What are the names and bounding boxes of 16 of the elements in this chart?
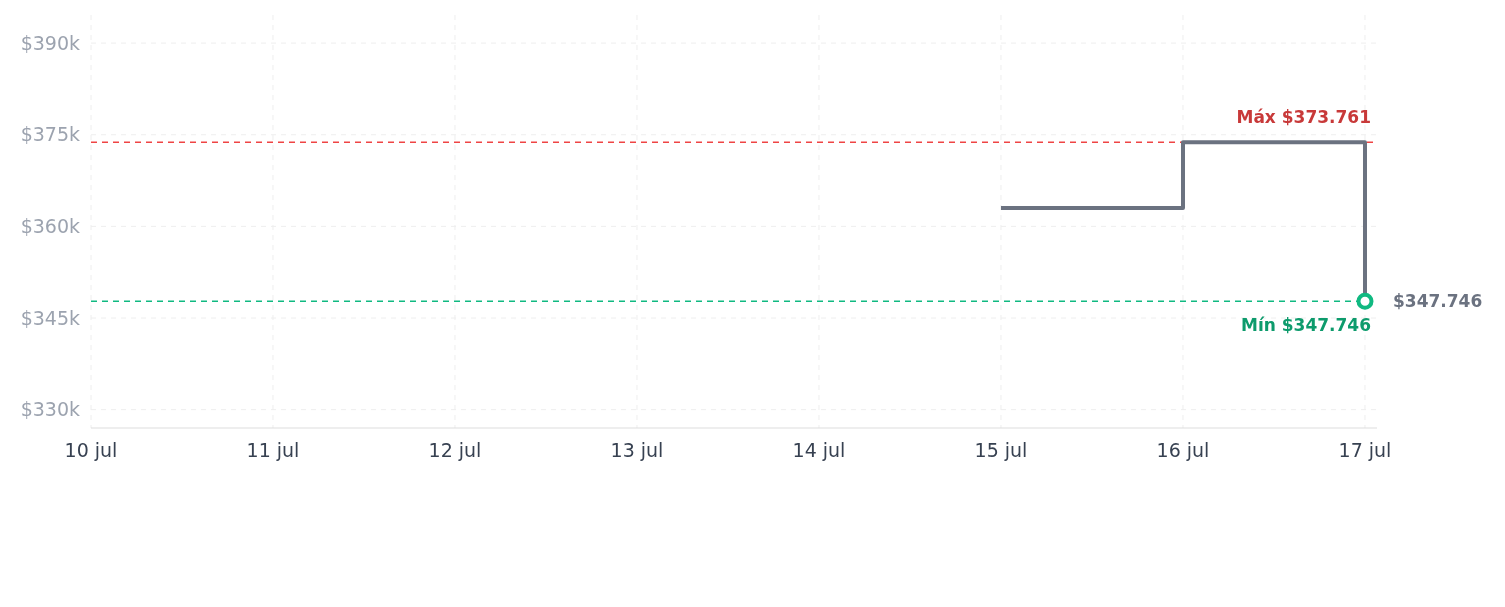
ref-line-label: Máx $373.761 [1236, 107, 1371, 128]
x-tick-label: 10 jul [64, 439, 118, 461]
x-tick-label: 14 jul [792, 439, 846, 461]
y-tick-label: $375k [20, 123, 80, 146]
y-tick-label: $390k [20, 31, 80, 54]
ref-line-label: Mín $347.746 [1240, 315, 1371, 336]
x-tick-label: 11 jul [246, 439, 300, 461]
y-tick-label: $345k [20, 306, 80, 329]
x-tick-label: 15 jul [974, 439, 1028, 461]
y-tick-label: $330k [20, 398, 80, 421]
annotation: $347.746 [1392, 291, 1483, 312]
y-tick-label: $360k [20, 215, 80, 238]
x-tick-label: 17 jul [1338, 439, 1392, 461]
x-tick-label: 13 jul [610, 439, 664, 461]
x-tick-label: 16 jul [1156, 439, 1210, 461]
x-tick-label: 12 jul [428, 439, 482, 461]
